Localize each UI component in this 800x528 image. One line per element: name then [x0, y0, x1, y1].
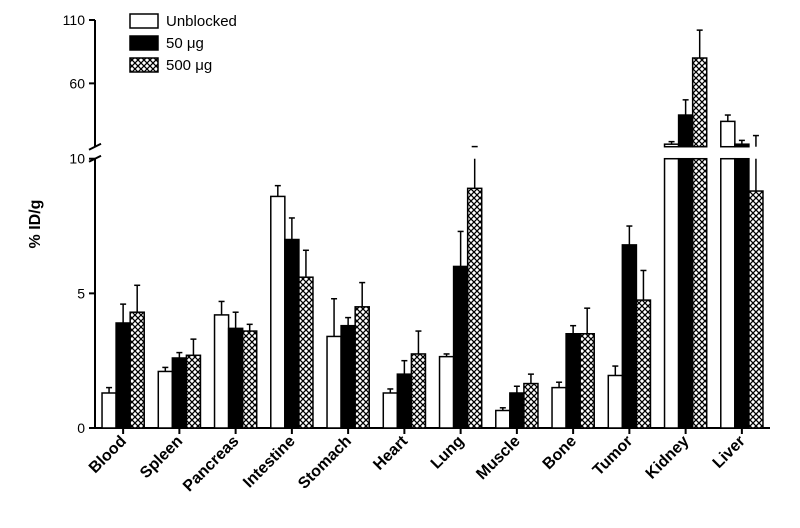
svg-text:Pancreas: Pancreas: [180, 433, 242, 495]
svg-text:Tumor: Tumor: [590, 433, 636, 479]
svg-text:10: 10: [69, 151, 85, 167]
biodistribution-chart: 0 5 10 60 110 % ID/g BloodSpleenPancreasIntest…: [0, 0, 800, 528]
svg-text:Spleen: Spleen: [137, 433, 186, 482]
svg-text:Blood: Blood: [86, 433, 130, 477]
svg-text:60: 60: [69, 75, 85, 91]
svg-text:Unblocked: Unblocked: [166, 13, 237, 30]
svg-text:Bone: Bone: [540, 433, 580, 473]
svg-text:Lung: Lung: [428, 433, 468, 473]
svg-text:Muscle: Muscle: [473, 433, 523, 483]
svg-text:Intestine: Intestine: [240, 433, 299, 492]
svg-text:Kidney: Kidney: [643, 433, 693, 483]
svg-text:Heart: Heart: [370, 432, 411, 473]
svg-text:0: 0: [77, 420, 85, 436]
svg-text:% ID/g: % ID/g: [27, 200, 44, 249]
svg-text:50 μg: 50 μg: [166, 35, 204, 52]
svg-text:Stomach: Stomach: [295, 433, 355, 493]
svg-text:5: 5: [77, 285, 85, 301]
svg-text:500 μg: 500 μg: [166, 57, 212, 74]
svg-text:110: 110: [63, 12, 86, 28]
svg-text:Liver: Liver: [710, 433, 749, 472]
